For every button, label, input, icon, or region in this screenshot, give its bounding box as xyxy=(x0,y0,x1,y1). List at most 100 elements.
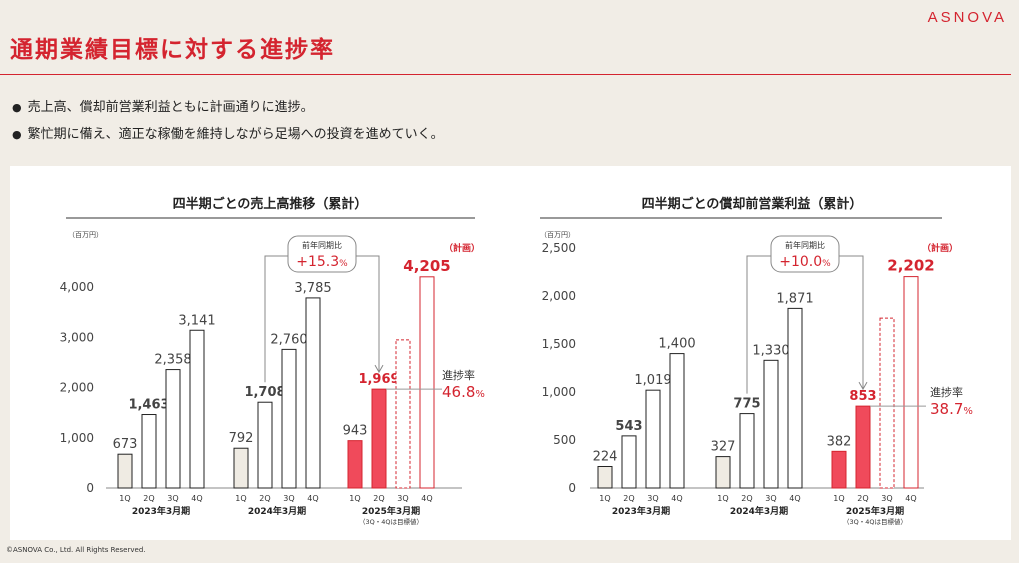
bar xyxy=(669,353,685,489)
y-tick-label: 2,500 xyxy=(542,241,576,255)
bar-value-label: 224 xyxy=(593,449,618,464)
progress-value: 38.7% xyxy=(930,400,973,418)
x-tick-label: 2Q xyxy=(259,494,270,503)
unit-label: （百万円） xyxy=(68,231,103,239)
bar-value-label: 853 xyxy=(849,389,876,404)
bullet-item: ● 繁忙期に備え、適正な稼働を維持しながら足場への投資を進めていく。 xyxy=(12,123,444,142)
bar xyxy=(787,307,803,489)
bullet-text: 繁忙期に備え、適正な稼働を維持しながら足場への投資を進めていく。 xyxy=(27,127,444,142)
group-label: 2023年3月期 xyxy=(612,505,670,517)
bar-value-label: 1,708 xyxy=(244,385,285,400)
bar-value-label: 775 xyxy=(733,397,760,412)
bar-value-label: 2,202 xyxy=(887,257,934,275)
bar xyxy=(621,435,637,489)
x-tick-label: 1Q xyxy=(833,494,844,503)
x-tick-label: 3Q xyxy=(283,494,294,503)
yoy-box xyxy=(770,235,840,273)
bar xyxy=(347,440,363,489)
group-label: 2024年3月期 xyxy=(730,505,788,517)
bar-value-label: 792 xyxy=(229,431,254,446)
bar xyxy=(763,359,779,489)
y-tick-label: 4,000 xyxy=(60,280,94,294)
bar-value-label: 382 xyxy=(827,434,852,449)
copyright-text: ©ASNOVA Co., Ltd. All Rights Reserved. xyxy=(6,546,146,554)
group-sublabel: （3Q・4Qは目標値） xyxy=(359,517,423,526)
bar xyxy=(189,329,205,489)
y-tick-label: 1,500 xyxy=(542,337,576,351)
title-divider xyxy=(0,74,1011,75)
group-label: 2023年3月期 xyxy=(132,505,190,517)
bar xyxy=(281,348,297,489)
bar-value-label: 943 xyxy=(343,424,368,439)
yoy-bracket-left xyxy=(746,255,773,394)
bar-value-label: 3,141 xyxy=(178,313,215,328)
x-tick-label: 2Q xyxy=(741,494,752,503)
group-sublabel: （3Q・4Qは目標値） xyxy=(843,517,907,526)
bar xyxy=(165,369,181,489)
group-label: 2025年3月期 xyxy=(846,505,904,517)
unit-label: （百万円） xyxy=(540,231,575,239)
x-tick-label: 1Q xyxy=(349,494,360,503)
x-tick-label: 3Q xyxy=(881,494,892,503)
brand-logo: ASNOVA xyxy=(927,9,1007,26)
progress-label: 進捗率 xyxy=(930,385,963,399)
bar-value-label: 3,785 xyxy=(294,281,331,296)
bar-value-label: 2,760 xyxy=(270,332,307,347)
bar xyxy=(879,317,895,489)
bar-value-label: 673 xyxy=(113,437,138,452)
bar xyxy=(597,465,613,489)
page-title: 通期業績目標に対する進捗率 xyxy=(10,37,335,63)
x-tick-label: 1Q xyxy=(235,494,246,503)
bar xyxy=(645,389,661,489)
bar xyxy=(371,388,387,489)
x-tick-label: 2Q xyxy=(143,494,154,503)
yoy-label: 前年同期比 xyxy=(785,240,825,250)
x-tick-label: 3Q xyxy=(647,494,658,503)
yoy-label: 前年同期比 xyxy=(302,240,342,250)
chart-panel: 四半期ごとの売上高推移（累計） （百万円） 0 1,000 2,000 3,000 4,00… xyxy=(10,166,1011,540)
bullet-item: ● 売上高、償却前営業利益ともに計画通りに進捗。 xyxy=(12,96,444,115)
bar xyxy=(257,401,273,489)
x-tick-label: 2Q xyxy=(623,494,634,503)
bar xyxy=(305,297,321,489)
yoy-bracket-right xyxy=(354,255,380,372)
yoy-value: +15.3% xyxy=(296,254,348,270)
y-tick-label: 3,000 xyxy=(60,330,94,344)
bar-value-label: 4,205 xyxy=(403,257,450,275)
bar xyxy=(903,276,919,489)
x-tick-label: 1Q xyxy=(717,494,728,503)
group-label: 2024年3月期 xyxy=(248,505,306,517)
y-tick-label: 1,000 xyxy=(60,431,94,445)
bar xyxy=(855,405,871,489)
bar-value-label: 1,463 xyxy=(128,398,169,413)
y-tick-label: 2,000 xyxy=(60,381,94,395)
y-tick-label: 1,000 xyxy=(542,385,576,399)
chart-title: 四半期ごとの売上高推移（累計） xyxy=(173,196,368,212)
yoy-bracket-left xyxy=(264,255,290,383)
yoy-arrow-icon xyxy=(374,364,384,374)
x-tick-label: 4Q xyxy=(307,494,318,503)
x-tick-label: 4Q xyxy=(905,494,916,503)
bullet-text: 売上高、償却前営業利益ともに計画通りに進捗。 xyxy=(27,100,314,115)
y-tick-label: 0 xyxy=(86,481,94,495)
bar-value-label: 1,019 xyxy=(634,373,671,388)
bar-value-label: 543 xyxy=(615,419,642,434)
x-tick-label: 3Q xyxy=(765,494,776,503)
bar xyxy=(233,447,249,489)
plan-label: （計画） xyxy=(922,242,958,254)
bar-value-label: 1,400 xyxy=(658,337,695,352)
y-tick-label: 0 xyxy=(568,481,576,495)
bar xyxy=(739,413,755,489)
bar xyxy=(395,339,411,489)
x-tick-label: 4Q xyxy=(191,494,202,503)
x-tick-label: 4Q xyxy=(789,494,800,503)
bar-value-label: 2,358 xyxy=(154,353,191,368)
progress-value: 46.8% xyxy=(442,383,485,401)
yoy-bracket-right xyxy=(837,255,864,389)
bar-value-label: 327 xyxy=(711,440,736,455)
bar xyxy=(117,453,133,489)
x-tick-label: 3Q xyxy=(397,494,408,503)
bar-value-label: 1,871 xyxy=(776,291,813,306)
bar xyxy=(831,450,847,489)
x-tick-label: 2Q xyxy=(373,494,384,503)
